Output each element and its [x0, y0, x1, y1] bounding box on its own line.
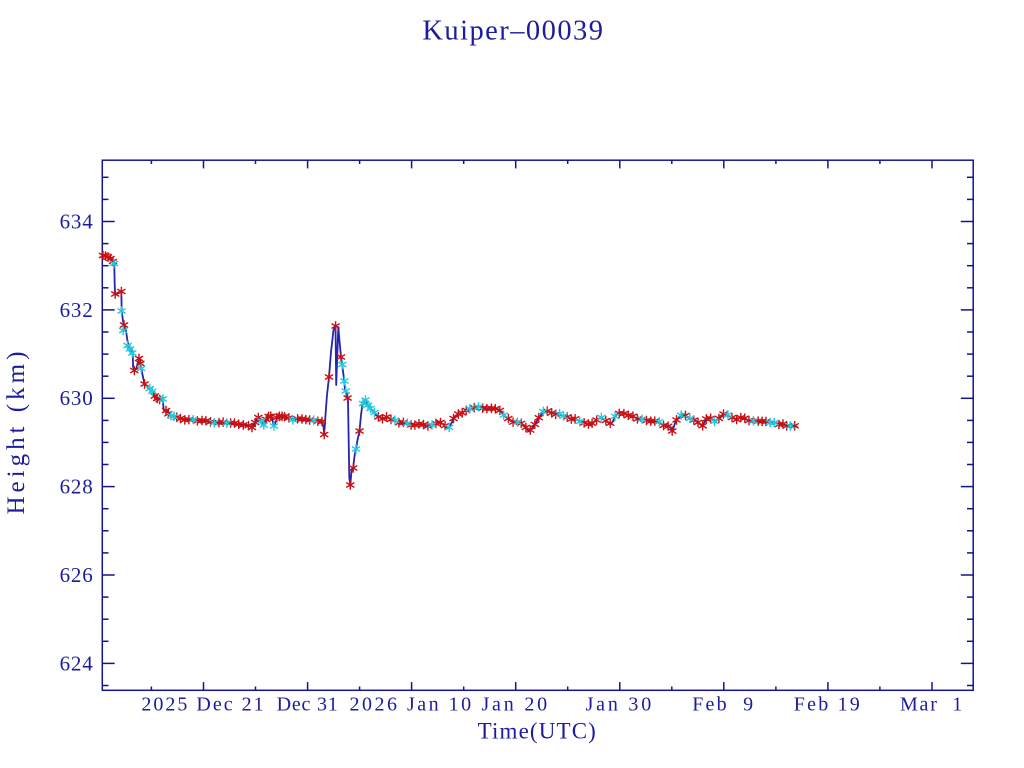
- svg-text:632: 632: [60, 298, 94, 322]
- svg-text:Jan 30: Jan 30: [586, 694, 654, 716]
- svg-text:Mar 1: Mar 1: [900, 694, 964, 716]
- svg-text:Time(UTC): Time(UTC): [478, 719, 597, 744]
- svg-text:628: 628: [60, 475, 94, 499]
- svg-text:Height (km): Height (km): [3, 348, 30, 515]
- svg-text:624: 624: [60, 651, 94, 675]
- svg-text:2026 Jan 10: 2026 Jan 10: [350, 694, 474, 716]
- svg-text:2025 Dec 21: 2025 Dec 21: [141, 694, 265, 716]
- svg-text:630: 630: [60, 386, 94, 410]
- svg-text:634: 634: [60, 210, 94, 234]
- svg-text:Dec 31: Dec 31: [277, 694, 339, 716]
- svg-text:Kuiper–00039: Kuiper–00039: [422, 15, 604, 46]
- svg-text:Jan 20: Jan 20: [481, 694, 549, 716]
- svg-text:Feb 19: Feb 19: [794, 694, 862, 716]
- svg-text:Feb 9: Feb 9: [692, 694, 755, 716]
- svg-text:626: 626: [60, 563, 94, 587]
